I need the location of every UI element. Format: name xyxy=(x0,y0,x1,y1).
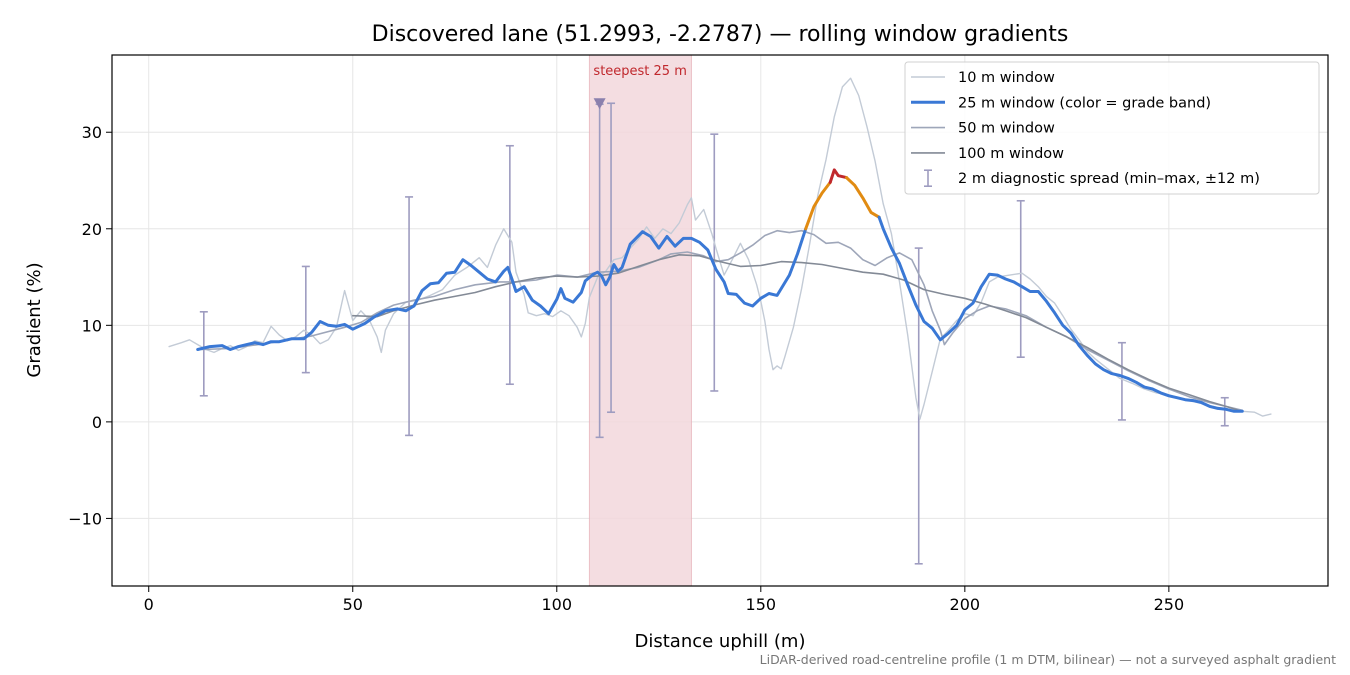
legend-label: 10 m window xyxy=(958,70,1055,86)
legend: 10 m window 25 m window (color = grade ba… xyxy=(904,61,1320,195)
legend-label: 25 m window (color = grade band) xyxy=(958,95,1211,111)
series-lines xyxy=(168,77,1272,420)
x-tick-label: 200 xyxy=(950,595,981,614)
y-tick-label: 0 xyxy=(92,413,102,432)
y-tick-label: 20 xyxy=(82,220,102,239)
steepest-band-label: steepest 25 m xyxy=(593,64,686,79)
footnote: LiDAR-derived road-centreline profile (1… xyxy=(760,652,1336,667)
legend-label: 2 m diagnostic spread (min–max, ±12 m) xyxy=(958,171,1260,187)
steepest-marker xyxy=(593,98,606,110)
plot-frame xyxy=(111,54,1329,587)
x-axis-label: Distance uphill (m) xyxy=(635,631,806,652)
y-tick-label: 30 xyxy=(82,123,102,142)
steepest-marker-triangle xyxy=(593,98,606,110)
series-line xyxy=(804,180,832,231)
y-tick-label: −10 xyxy=(68,509,102,528)
series-line xyxy=(352,254,1239,412)
series-line xyxy=(845,176,881,219)
y-axis-ticks: −10 0 10 20 30 xyxy=(68,123,112,528)
x-tick-label: 250 xyxy=(1154,595,1185,614)
steepest-band-rect xyxy=(588,54,692,587)
series-line xyxy=(168,77,1272,420)
legend-label: 100 m window xyxy=(958,146,1064,162)
x-tick-label: 0 xyxy=(144,595,154,614)
chart-title: Discovered lane (51.2993, -2.2787) — rol… xyxy=(372,22,1069,47)
legend-box xyxy=(904,61,1320,195)
series-line xyxy=(877,215,1244,413)
series-line xyxy=(196,227,808,351)
x-axis-ticks: 0 50 100 150 200 250 xyxy=(144,586,1185,614)
y-tick-label: 10 xyxy=(82,316,102,335)
x-tick-label: 50 xyxy=(343,595,363,614)
x-tick-label: 150 xyxy=(746,595,777,614)
series-line xyxy=(828,168,848,184)
steepest-band: steepest 25 m xyxy=(588,54,692,587)
legend-label: 50 m window xyxy=(958,121,1055,137)
y-axis-label: Gradient (%) xyxy=(24,262,45,377)
x-tick-label: 100 xyxy=(542,595,573,614)
